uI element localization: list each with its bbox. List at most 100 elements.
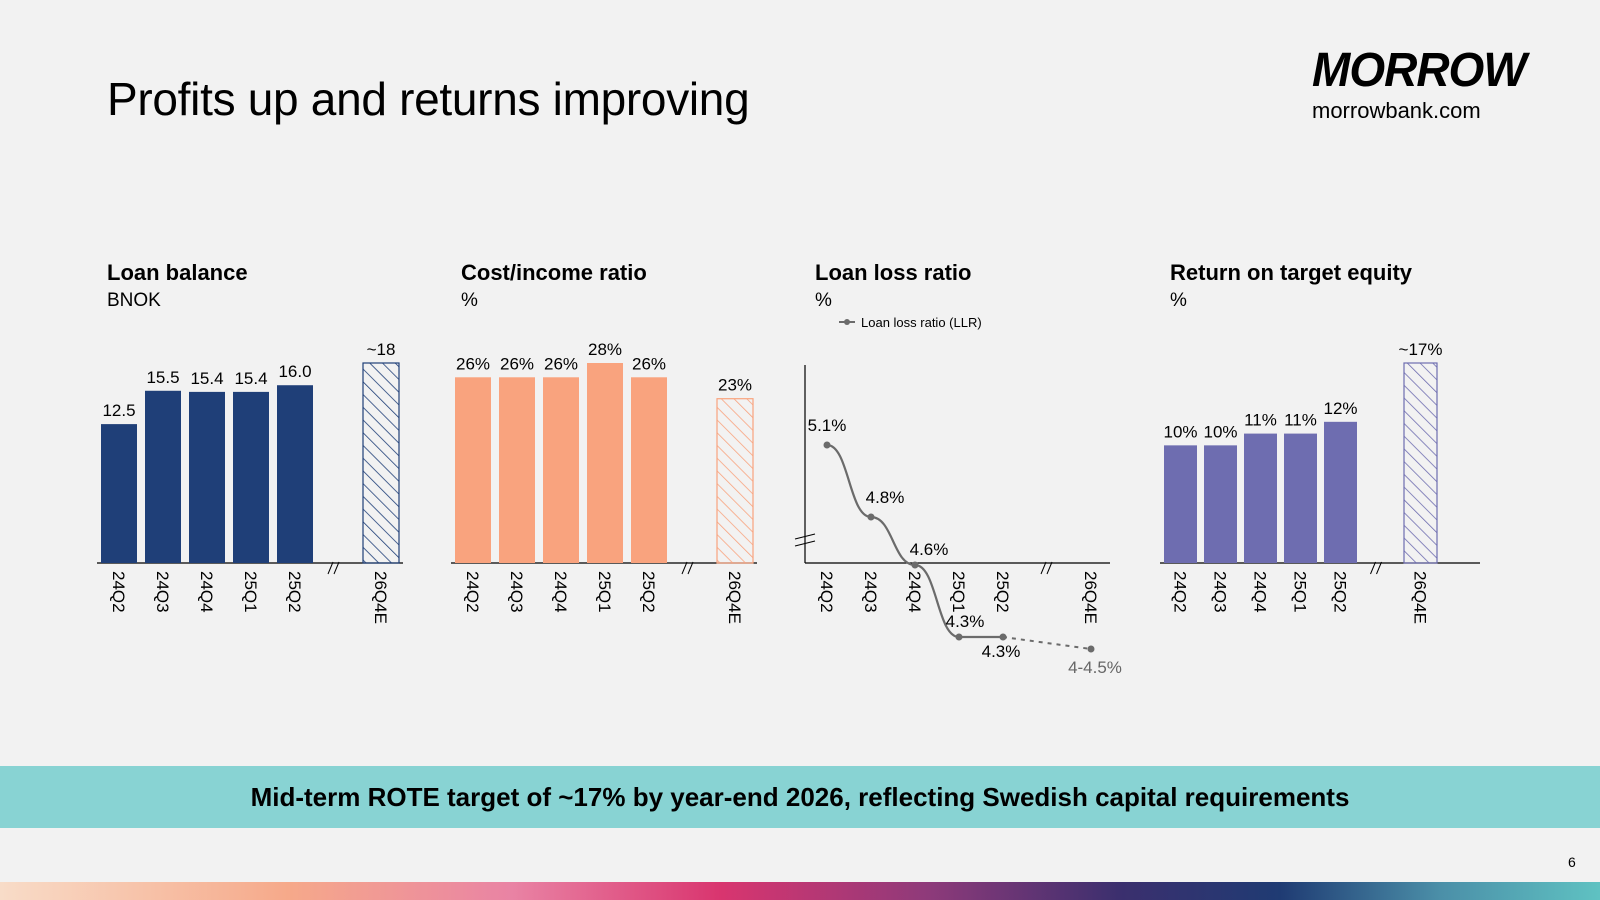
legend-marker	[844, 319, 850, 325]
x-tick-label: 25Q1	[595, 571, 614, 613]
data-label: 11%	[1284, 411, 1317, 430]
data-label: 4.3%	[946, 612, 985, 631]
loan-balance-panel: Loan balance BNOK 12.5 24Q2 15.5 24Q3 15.4 24…	[97, 260, 437, 680]
bar	[189, 391, 225, 563]
axis-break-mark	[1376, 561, 1382, 575]
bar	[1244, 433, 1277, 563]
data-label: 5.1%	[808, 416, 847, 435]
x-tick-label: 26Q4E	[1081, 571, 1100, 624]
banner-text: Mid-term ROTE target of ~17% by year-end…	[250, 781, 1350, 812]
cost-income-chart: 26% 24Q2 26% 24Q3 26% 24Q4 28% 25Q1 26% 25Q2 23% 26…	[451, 340, 757, 624]
bar	[1284, 433, 1317, 563]
x-tick-label: 24Q2	[1171, 571, 1190, 613]
x-tick-label: 24Q4	[1251, 571, 1270, 613]
x-tick-label: 26Q4E	[371, 571, 390, 624]
estimate-bar	[362, 362, 400, 564]
x-tick-label: 24Q3	[153, 571, 172, 613]
data-label: 4.8%	[866, 488, 905, 507]
bar	[499, 377, 535, 563]
chart-unit: %	[1170, 290, 1187, 311]
y-axis-break-mark	[794, 540, 816, 547]
bar	[455, 377, 491, 563]
axis-break-mark	[333, 561, 340, 575]
x-tick-label: 25Q1	[241, 571, 260, 613]
axis-break-mark	[1046, 561, 1053, 575]
data-label: 4.6%	[910, 540, 949, 559]
chart-title: Cost/income ratio	[461, 260, 647, 285]
x-tick-label: 25Q1	[949, 571, 968, 613]
axis-break-mark	[681, 561, 688, 575]
bar	[587, 363, 623, 563]
legend-label: Loan loss ratio (LLR)	[861, 315, 982, 330]
loan-loss-panel: Loan loss ratio % Loan loss ratio (LLR) 5…	[794, 260, 1145, 680]
x-tick-label: 24Q4	[905, 571, 924, 613]
cost-income-panel: Cost/income ratio % 26% 24Q2 26% 24Q3 26% 24Q…	[451, 260, 791, 680]
data-label: 26%	[456, 354, 490, 373]
x-tick-label: 24Q4	[551, 571, 570, 613]
axis-break-mark	[327, 561, 334, 575]
data-label: 15.5	[146, 368, 179, 387]
data-label: 4-4.5%	[1068, 658, 1122, 677]
axis-break-mark	[1370, 561, 1376, 575]
data-point	[867, 513, 875, 521]
data-label: 28%	[588, 340, 622, 359]
data-label: 12%	[1323, 399, 1357, 418]
data-label: ~18	[367, 340, 396, 359]
page-title: Profits up and returns improving	[107, 73, 750, 125]
x-tick-label: 24Q3	[507, 571, 526, 613]
data-label: 26%	[632, 354, 666, 373]
loan-balance-chart: 12.5 24Q2 15.5 24Q3 15.4 24Q4 15.4 25Q1 16.0 25Q2…	[97, 340, 403, 624]
data-label: 26%	[544, 354, 578, 373]
target-banner: Mid-term ROTE target of ~17% by year-end…	[0, 766, 1600, 828]
data-point	[823, 441, 831, 449]
x-tick-label: 24Q2	[463, 571, 482, 613]
data-label: 11%	[1244, 411, 1277, 430]
data-label: 12.5	[102, 401, 135, 420]
data-point	[955, 633, 963, 641]
x-tick-label: 26Q4E	[725, 571, 744, 624]
axis-break-mark	[687, 561, 694, 575]
bar	[631, 377, 667, 563]
data-label: 15.4	[190, 369, 223, 388]
morrow-logo: MORROW morrowbank.com	[1312, 41, 1532, 124]
data-label: 16.0	[278, 362, 311, 381]
x-tick-label: 24Q3	[1211, 571, 1230, 613]
data-point	[999, 633, 1007, 641]
x-tick-label: 24Q2	[109, 571, 128, 613]
bar	[233, 391, 269, 563]
y-axis-break-mark	[794, 533, 816, 540]
brand-url: morrowbank.com	[1312, 98, 1481, 123]
data-label: ~17%	[1399, 340, 1443, 359]
estimate-bar	[716, 398, 754, 564]
loan-loss-chart: Loan loss ratio (LLR) 5.1% 24Q2 4.8% 24Q3 4.6…	[794, 315, 1122, 677]
estimate-line	[1002, 636, 1092, 650]
estimate-bar	[1403, 362, 1438, 564]
bar	[543, 377, 579, 563]
data-label: 15.4	[234, 369, 267, 388]
x-tick-label: 25Q2	[1331, 571, 1350, 613]
bar	[277, 385, 313, 563]
chart-title: Return on target equity	[1170, 260, 1413, 285]
x-tick-label: 24Q3	[861, 571, 880, 613]
x-tick-label: 24Q4	[197, 571, 216, 613]
x-tick-label: 25Q2	[639, 571, 658, 613]
logo-wordmark: MORROW	[1312, 41, 1527, 97]
data-label: 10%	[1163, 422, 1197, 441]
x-tick-label: 25Q2	[993, 571, 1012, 613]
x-tick-label: 24Q2	[817, 571, 836, 613]
axis-break-mark	[1040, 561, 1047, 575]
rote-chart: 10% 24Q2 10% 24Q3 11% 24Q4 11% 25Q1 12% 25Q2 ~17% 2…	[1160, 340, 1480, 624]
bar	[1324, 421, 1357, 563]
data-label: 10%	[1203, 422, 1237, 441]
bar	[1164, 445, 1197, 563]
bar	[1204, 445, 1237, 563]
data-label: 4.3%	[982, 642, 1021, 661]
bar	[101, 424, 137, 563]
chart-title: Loan balance	[107, 260, 248, 285]
x-tick-label: 26Q4E	[1411, 571, 1430, 624]
chart-unit: %	[815, 290, 832, 311]
x-tick-label: 25Q2	[285, 571, 304, 613]
page-number: 6	[1568, 854, 1576, 870]
bar	[145, 390, 181, 563]
chart-unit: %	[461, 290, 478, 311]
